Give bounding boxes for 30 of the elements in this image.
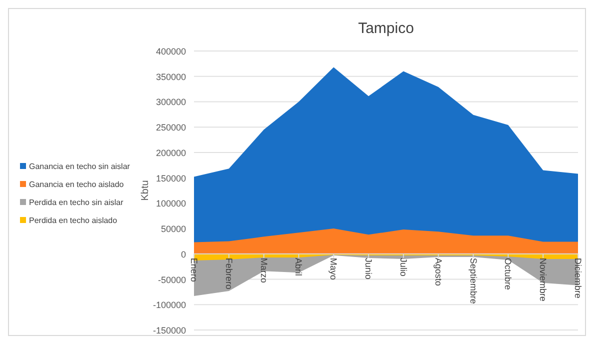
x-tick-label: Febrero bbox=[224, 258, 234, 290]
x-tick-label: Enero bbox=[189, 258, 199, 282]
x-tick-label: Noviembre bbox=[538, 258, 548, 302]
x-tick-label: Abril bbox=[294, 258, 304, 276]
x-tick-label: Junio bbox=[364, 258, 374, 280]
x-tick-label: Octubre bbox=[503, 258, 514, 290]
x-tick-label: Diciembre bbox=[573, 258, 583, 298]
y-tick-label: -150000 bbox=[152, 326, 186, 336]
y-tick-label: 350000 bbox=[156, 72, 186, 82]
y-tick-label: -100000 bbox=[152, 300, 186, 310]
x-tick-label: Julio bbox=[398, 258, 408, 276]
x-tick-label: Septiembre bbox=[468, 258, 478, 304]
y-axis-title: Kbtu bbox=[140, 180, 151, 201]
y-tick-label: 100000 bbox=[156, 198, 186, 209]
y-tick-label: -50000 bbox=[158, 274, 186, 285]
legend-label: Ganancia en techo aislado bbox=[29, 180, 124, 189]
legend-label: Ganancia en techo sin aislar bbox=[29, 162, 130, 171]
y-tick-label: 400000 bbox=[156, 46, 186, 56]
legend-label: Perdida en techo sin aislar bbox=[29, 198, 124, 207]
legend-label: Perdida en techo aislado bbox=[29, 216, 118, 225]
x-tick-label: Marzo bbox=[258, 258, 269, 283]
y-tick-label: 300000 bbox=[156, 97, 186, 108]
chart-title: Tampico bbox=[358, 20, 414, 37]
y-tick-label: 150000 bbox=[156, 173, 186, 184]
y-tick-label: 200000 bbox=[156, 148, 186, 158]
x-tick-label: Agosto bbox=[433, 258, 444, 286]
y-tick-label: 250000 bbox=[156, 122, 186, 133]
x-tick-label: Mayo bbox=[328, 258, 339, 280]
y-tick-label: 50000 bbox=[160, 224, 186, 234]
y-tick-label: 0 bbox=[180, 249, 186, 260]
